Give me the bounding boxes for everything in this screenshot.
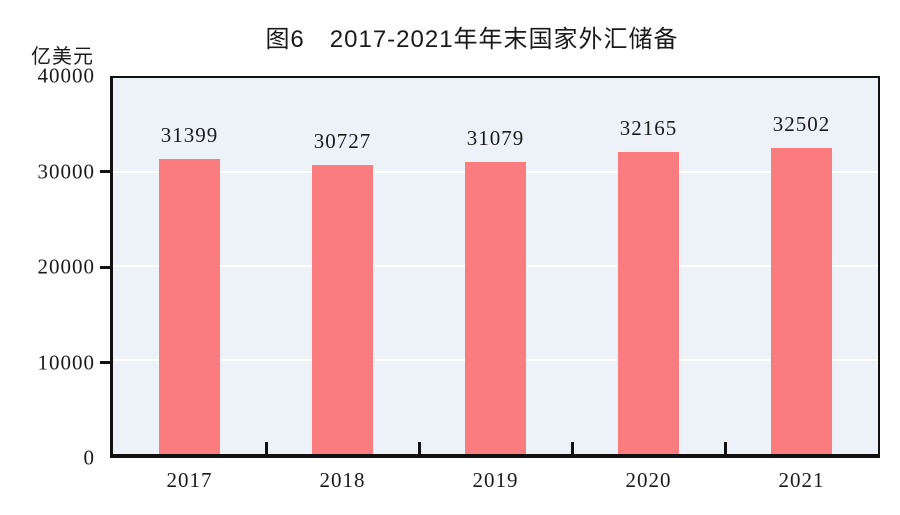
y-axis-tick [100, 170, 110, 173]
bar-value-label: 30727 [313, 129, 372, 154]
bar-value-label: 31399 [160, 122, 219, 147]
x-category-label: 2018 [319, 468, 366, 492]
bar-group: 30727 [312, 129, 373, 454]
y-axis-unit-label: 亿美元 [31, 46, 94, 68]
bar [312, 165, 373, 454]
bar [618, 151, 679, 454]
y-tick-label: 10000 [37, 350, 95, 374]
bar-value-label: 31079 [466, 125, 525, 150]
bar [465, 161, 526, 454]
y-tick-label: 20000 [37, 254, 95, 279]
bar [771, 148, 832, 454]
y-tick-label: 40000 [37, 63, 95, 88]
x-category-label: 2020 [625, 468, 672, 492]
bar-group: 31399 [159, 123, 220, 454]
bar [159, 158, 220, 454]
y-tick-label: 30000 [37, 159, 95, 183]
y-axis: 0 10000 20000 30000 40000 [0, 64, 110, 470]
x-axis-boundary-tick [264, 442, 268, 454]
bar-group: 32502 [771, 112, 832, 454]
x-axis-boundary-tick [570, 442, 574, 454]
x-category-label: 2017 [166, 468, 213, 492]
x-category-label: 2021 [778, 468, 825, 492]
x-axis-boundary-tick [417, 442, 421, 454]
bar-group: 32165 [618, 116, 679, 454]
x-axis: 2017 2018 2019 2020 2021 [113, 462, 878, 507]
y-axis-tick [100, 361, 110, 364]
y-axis-tick [100, 265, 110, 269]
y-tick-label: 0 [83, 445, 95, 470]
bar-value-label: 32165 [619, 115, 678, 140]
bar-value-label: 32502 [772, 112, 831, 137]
x-axis-boundary-tick [723, 442, 727, 454]
x-category-label: 2019 [472, 468, 519, 492]
chart-title: 图6 2017-2021年年末国家外汇储备 [265, 26, 679, 53]
plot-area: 31399 30727 31079 32165 32502 [110, 76, 880, 458]
bar-group: 31079 [465, 126, 526, 454]
